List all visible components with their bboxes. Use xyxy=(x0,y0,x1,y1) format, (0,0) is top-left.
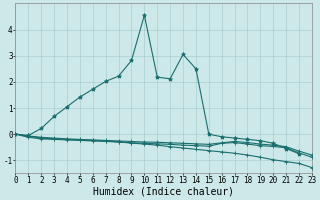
X-axis label: Humidex (Indice chaleur): Humidex (Indice chaleur) xyxy=(93,187,234,197)
